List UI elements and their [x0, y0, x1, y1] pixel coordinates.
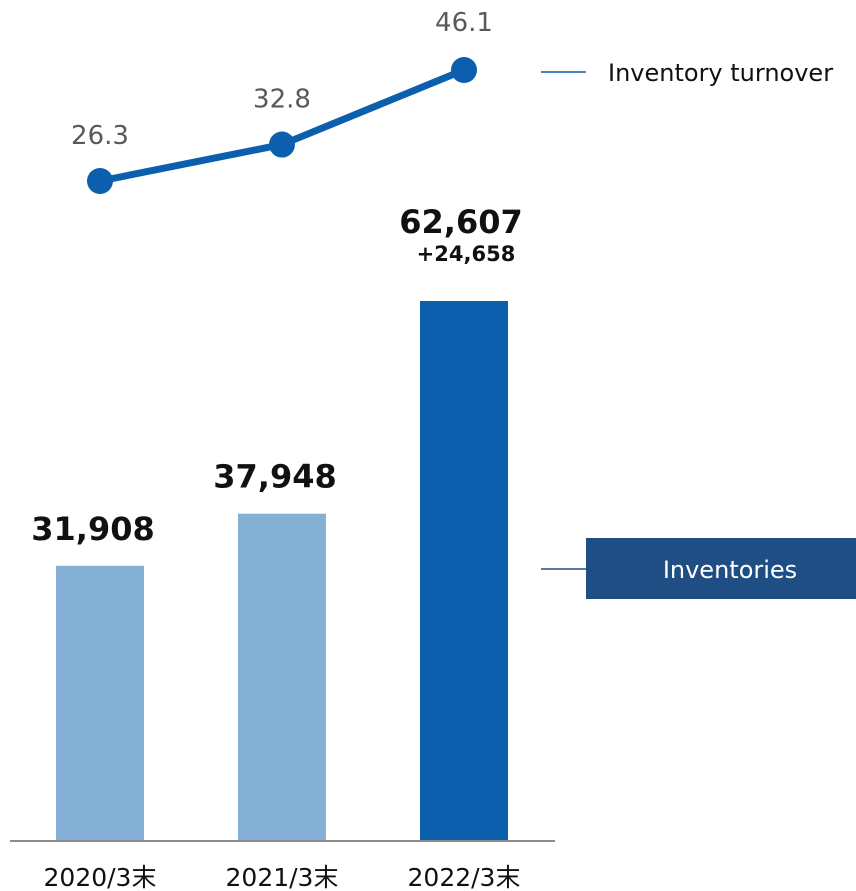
line-value-label-1: 32.8	[253, 85, 311, 115]
bar-change-annotation: +24,658	[417, 242, 516, 266]
bar-value-label-1: 37,948	[213, 458, 336, 496]
legend-bar-box	[586, 538, 856, 599]
line-value-label-0: 26.3	[71, 121, 129, 151]
line-point-2	[451, 57, 477, 83]
bar-value-label-2: 62,607	[399, 203, 522, 241]
bar-inventories-1	[238, 513, 326, 841]
bar-inventories-2	[420, 301, 508, 841]
line-point-1	[269, 131, 295, 158]
x-tick-label-1: 2021/3末	[226, 863, 339, 891]
legend-bar-label: Inventories	[663, 556, 797, 584]
line-value-label-2: 46.1	[435, 8, 493, 38]
x-tick-label-2: 2022/3末	[408, 863, 521, 891]
bar-inventories-0	[56, 565, 144, 841]
x-tick-label-0: 2020/3末	[44, 863, 157, 891]
bar-value-label-0: 31,908	[31, 510, 154, 548]
legend-line-label: Inventory turnover	[608, 59, 833, 87]
line-point-0	[87, 168, 113, 194]
